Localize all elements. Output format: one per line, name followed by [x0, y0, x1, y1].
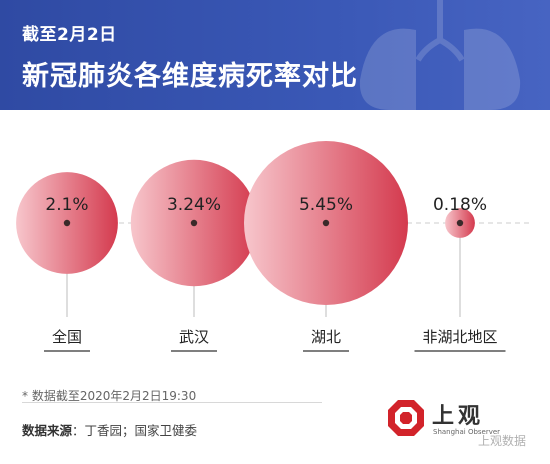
header-subtitle: 截至2月2日	[22, 25, 117, 45]
bubble-center-dot	[63, 219, 71, 227]
value-label: 3.24%	[167, 195, 221, 215]
bubble-chart: 2.1% 全国 3.24% 武汉 5.45% 湖北 0.18% 非湖北地区	[16, 141, 530, 352]
shanghai-observer-logo-icon	[388, 400, 424, 436]
source-label: 数据来源	[22, 423, 73, 438]
category-label: 全国	[52, 328, 82, 346]
value-label: 0.18%	[433, 195, 487, 215]
bubble-center-dot	[190, 219, 198, 227]
source-text: ：丁香园；国家卫健委	[72, 423, 198, 438]
watermark: 上观数据	[478, 434, 527, 448]
category-label: 武汉	[179, 328, 209, 346]
logo-text: 上观	[432, 404, 485, 429]
bubble-center-dot	[456, 219, 464, 227]
logo-subtext: Shanghai Observer	[433, 428, 501, 436]
data-source: 数据来源：丁香园；国家卫健委	[22, 420, 197, 439]
category-label: 非湖北地区	[422, 328, 497, 346]
footer-divider	[22, 402, 322, 403]
category-label: 湖北	[311, 328, 341, 346]
value-label: 2.1%	[45, 195, 88, 215]
header-banner: 截至2月2日 新冠肺炎各维度病死率对比	[0, 0, 550, 110]
data-note: * 数据截至2020年2月2日19:30	[22, 389, 197, 403]
value-label: 5.45%	[299, 195, 353, 215]
lungs-illustration	[359, 0, 521, 110]
bubble-center-dot	[322, 219, 330, 227]
chart-title: 新冠肺炎各维度病死率对比	[22, 61, 358, 92]
